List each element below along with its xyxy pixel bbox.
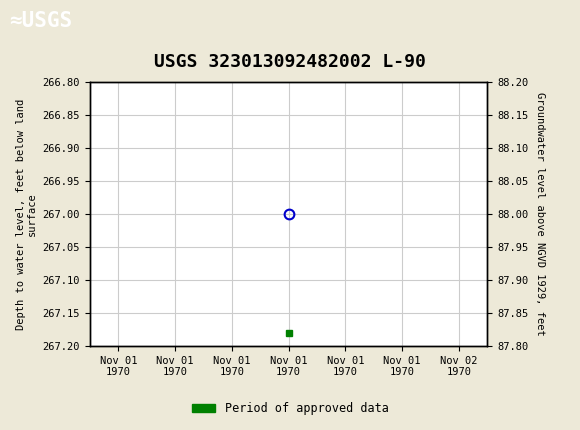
Y-axis label: Depth to water level, feet below land
surface: Depth to water level, feet below land su…	[16, 98, 37, 329]
Text: USGS 323013092482002 L-90: USGS 323013092482002 L-90	[154, 53, 426, 71]
Y-axis label: Groundwater level above NGVD 1929, feet: Groundwater level above NGVD 1929, feet	[535, 92, 545, 336]
Legend: Period of approved data: Period of approved data	[187, 397, 393, 420]
Text: ≈USGS: ≈USGS	[9, 11, 72, 31]
